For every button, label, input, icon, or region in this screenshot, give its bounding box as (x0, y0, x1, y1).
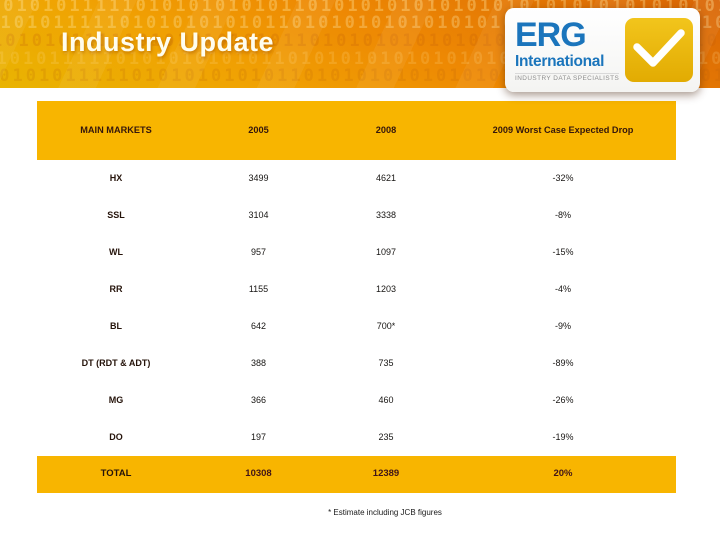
total-label: TOTAL (100, 468, 132, 480)
erg-logo-text: ERG International INDUSTRY DATA SPECIALI… (515, 18, 620, 82)
table-row: MG 366 460 -26% (37, 382, 676, 419)
value-2008: 235 (378, 432, 394, 443)
value-2008: 1097 (375, 247, 397, 258)
table-row: BL 642 700* -9% (37, 308, 676, 345)
column-header-2009-drop: 2009 Worst Case Expected Drop (492, 125, 634, 136)
erg-logo-brand: ERG (515, 16, 587, 55)
market-label: BL (110, 321, 122, 332)
value-2005: 388 (250, 358, 267, 369)
column-header-2008: 2008 (375, 125, 397, 136)
value-2008: 460 (378, 395, 394, 406)
value-2008: 1203 (375, 284, 397, 295)
total-2008: 12389 (372, 468, 400, 480)
value-drop: -89% (552, 358, 574, 369)
value-2008: 4621 (375, 173, 397, 184)
value-2008: 700* (376, 321, 396, 332)
value-2008: 735 (378, 358, 394, 369)
value-2005: 1155 (248, 284, 269, 295)
column-header-2005: 2005 (248, 125, 269, 136)
erg-logo: ERG International INDUSTRY DATA SPECIALI… (505, 8, 700, 92)
value-drop: -26% (552, 395, 574, 406)
market-label: DT (RDT & ADT) (81, 358, 151, 369)
total-drop: 20% (553, 468, 573, 480)
page-title: Industry Update (61, 27, 275, 57)
value-drop: -8% (554, 210, 571, 221)
value-drop: -32% (552, 173, 574, 184)
column-header-main-markets: MAIN MARKETS (80, 125, 152, 136)
table-row: HX 3499 4621 -32% (37, 160, 676, 197)
total-2005: 10308 (245, 468, 272, 480)
table-total-row: TOTAL 10308 12389 20% (37, 456, 676, 493)
table-row: RR 1155 1203 -4% (37, 271, 676, 308)
value-drop: -15% (552, 247, 574, 258)
table-row: DT (RDT & ADT) 388 735 -89% (37, 345, 676, 382)
value-2005: 366 (250, 395, 267, 406)
market-label: MG (108, 395, 124, 406)
value-2005: 957 (250, 247, 267, 258)
value-drop: -4% (554, 284, 571, 295)
value-2005: 3104 (248, 210, 269, 221)
value-2005: 3499 (248, 173, 269, 184)
trend-line-chart-icon (625, 18, 693, 82)
table-row: WL 957 1097 -15% (37, 234, 676, 271)
market-label: DO (109, 432, 123, 443)
table-row: DO 197 235 -19% (37, 419, 676, 456)
market-label: WL (109, 247, 123, 258)
table-header-row: MAIN MARKETS 2005 2008 2009 Worst Case E… (37, 101, 676, 160)
value-2008: 3338 (375, 210, 397, 221)
erg-logo-tagline: INDUSTRY DATA SPECIALISTS (515, 72, 620, 82)
table-row: SSL 3104 3338 -8% (37, 197, 676, 234)
markets-table: MAIN MARKETS 2005 2008 2009 Worst Case E… (37, 101, 676, 493)
value-2005: 642 (250, 321, 267, 332)
footnote: * Estimate including JCB figures (328, 508, 442, 517)
market-label: RR (109, 284, 123, 295)
value-drop: -19% (552, 432, 574, 443)
value-drop: -9% (554, 321, 571, 332)
market-label: SSL (107, 210, 125, 221)
market-label: HX (109, 173, 123, 184)
value-2005: 197 (250, 432, 267, 443)
erg-logo-subbrand: International (515, 53, 605, 71)
